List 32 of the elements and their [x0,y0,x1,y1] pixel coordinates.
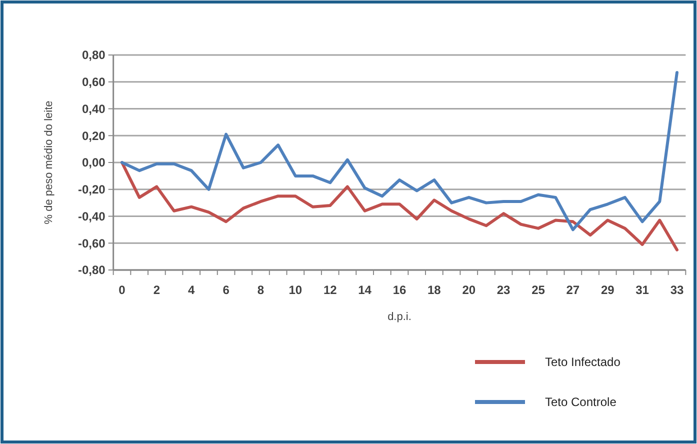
x-tick-label: 10 [288,283,302,297]
x-tick-label: 4 [188,283,196,297]
x-tick-label: 14 [358,283,372,297]
x-tick-label: 31 [636,283,650,297]
y-tick-label: -0,40 [78,209,106,224]
x-tick-label: 18 [428,283,442,297]
line-series [120,161,678,252]
x-axis-title: d.p.i. [388,311,412,323]
y-tick-label: 0,80 [82,48,106,62]
x-tick-label: 16 [392,283,406,297]
y-tick-label: 0,20 [82,128,106,143]
y-tick-label: 0,00 [82,156,106,170]
y-tick-label: 0,60 [82,75,106,90]
y-axis-title: % de peso médio do leite [43,100,55,224]
x-tick-label: 29 [600,283,615,297]
y-tick-label: -0,80 [78,263,106,278]
x-tick-label: 0 [118,283,126,297]
x-tick-label: 23 [496,283,511,297]
x-tick-label: 33 [670,283,684,297]
x-tick-label: 8 [257,283,264,297]
x-tick-label: 27 [566,283,580,297]
legend-label: Teto Controle [545,395,617,410]
y-tick-label: -0,60 [78,236,106,250]
y-tick-label: 0,40 [82,102,106,116]
legend-label: Teto Infectado [545,355,621,370]
x-tick-label: 25 [532,283,546,297]
line-series [120,70,678,232]
x-tick-label: 2 [153,283,160,297]
x-tick-label: 6 [222,283,230,297]
x-tick-label: 20 [462,283,476,297]
y-tick-label: -0,20 [78,182,106,197]
x-tick-label: 12 [323,283,338,297]
